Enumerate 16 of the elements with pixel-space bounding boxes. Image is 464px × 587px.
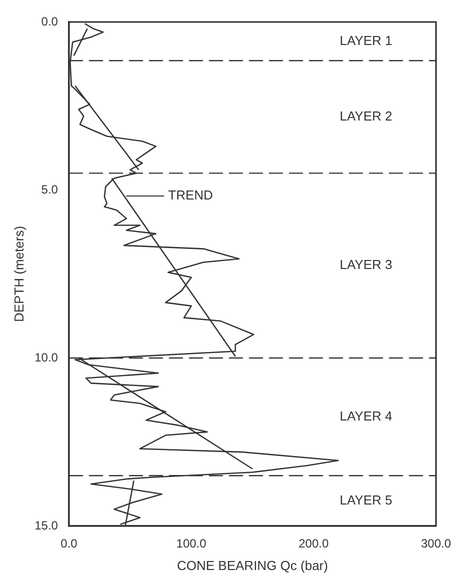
x-tick-label: 300.0	[420, 536, 452, 551]
y-tick-label: 0.0	[41, 14, 58, 28]
y-axis-title: DEPTH (meters)	[11, 226, 26, 322]
annotation: LAYER 1	[340, 32, 392, 48]
x-tick-label: 0.0	[60, 536, 78, 551]
x-axis-title: CONE BEARING Qc (bar)	[176, 558, 328, 573]
x-tick-label: 100.0	[176, 536, 207, 551]
annotation: LAYER 5	[340, 492, 392, 508]
y-tick-label: 15.0	[34, 518, 58, 532]
y-tick-label: 10.0	[34, 350, 58, 364]
annotation: LAYER 4	[340, 408, 392, 424]
y-tick-label: 5.0	[41, 182, 58, 196]
annotation: LAYER 2	[340, 108, 392, 124]
annotation: TREND	[168, 188, 213, 203]
annotation: LAYER 3	[340, 257, 392, 272]
x-tick-label: 200.0	[298, 536, 329, 551]
